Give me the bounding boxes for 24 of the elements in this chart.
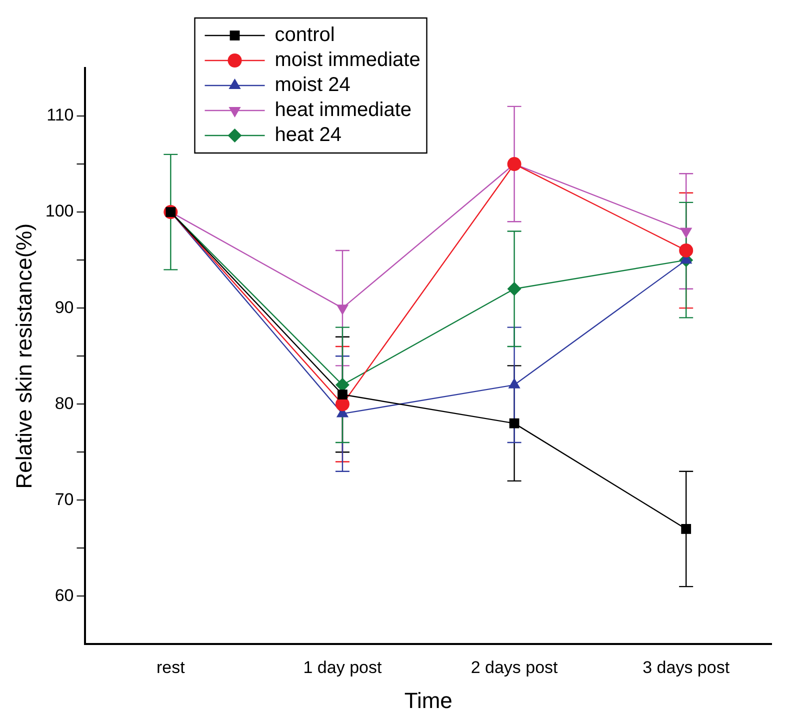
y-tick-label: 70 [54, 490, 74, 509]
x-tick-label: 3 days post [642, 658, 730, 678]
point [507, 157, 522, 172]
x-tick-label: rest [156, 658, 186, 678]
point [509, 418, 520, 428]
y-tick-label: 100 [45, 202, 74, 221]
legend-label: heat 24 [274, 124, 342, 146]
legend-label: moist immediate [274, 49, 420, 72]
legend-label: moist 24 [274, 74, 350, 96]
point [338, 390, 348, 400]
x-tick-label: 2 days post [470, 658, 558, 678]
y-tick-label: 110 [46, 106, 74, 125]
legend-label: heat immediate [274, 99, 412, 122]
y-tick-label: 90 [54, 298, 74, 317]
y-axis-title: Relative skin resistance(%) [11, 223, 36, 489]
x-tick-label: 1 day post [303, 658, 382, 678]
point [507, 282, 522, 296]
legend-label: control [274, 24, 335, 46]
y-tick-label: 80 [54, 394, 74, 413]
y-tick-label: 60 [54, 586, 74, 605]
point [681, 524, 692, 534]
point [335, 378, 350, 392]
x-axis-title: Time [404, 688, 452, 713]
point [679, 243, 694, 258]
